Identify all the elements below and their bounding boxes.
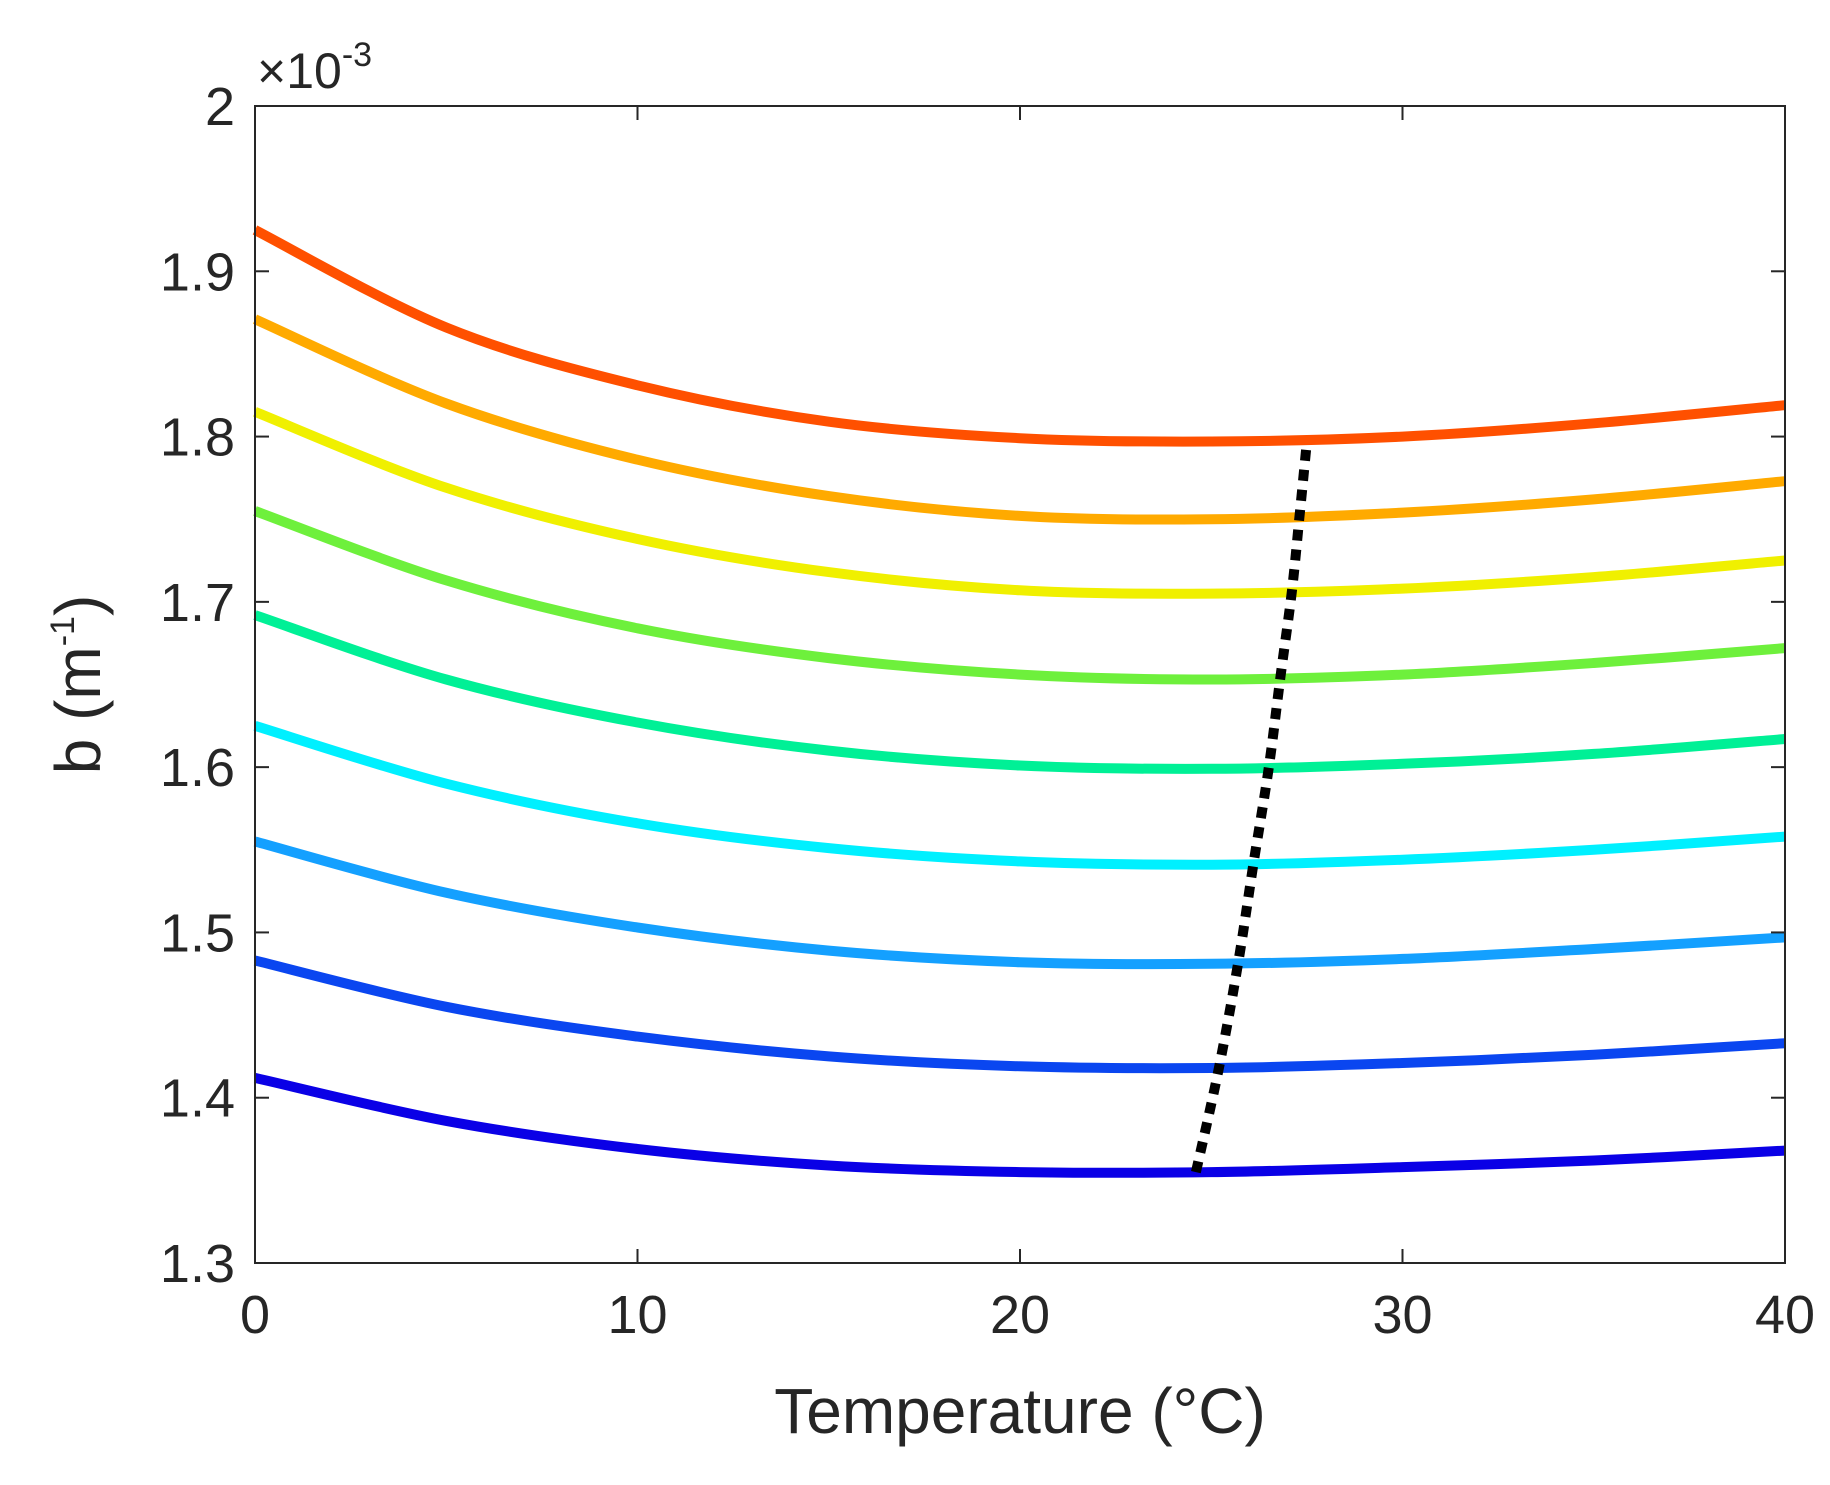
y-axis-label-base: b (m xyxy=(42,646,114,774)
series-line-curve-1 xyxy=(253,1073,1786,1178)
y-exponent-prefix: ×10 xyxy=(257,43,342,99)
series-line-curve-5 xyxy=(253,610,1786,774)
y-tick-label: 1.3 xyxy=(160,1234,235,1294)
y-axis-label: b (m-1) xyxy=(42,595,114,775)
y-exponent-label: ×10-3 xyxy=(257,36,372,99)
annotation-layer xyxy=(1191,441,1312,1174)
x-tick-label: 10 xyxy=(607,1285,667,1345)
y-tick-label: 1.9 xyxy=(160,242,235,302)
series-line-curve-4 xyxy=(253,721,1786,870)
x-tick-label: 30 xyxy=(1372,1285,1432,1345)
series-line-curve-8 xyxy=(252,314,1786,525)
series-line-curve-6 xyxy=(253,506,1786,685)
x-tick-label: 0 xyxy=(240,1285,270,1345)
tick-layer: 0 10 20 30 40 1.3 1.4 1.5 1.6 1.7 1.8 1.9 2 xyxy=(160,77,1815,1345)
x-tick-label: 40 xyxy=(1755,1285,1815,1345)
y-axis-label-close: ) xyxy=(42,595,114,616)
series-line-curve-9 xyxy=(252,225,1786,447)
series-layer xyxy=(252,225,1786,1178)
plot-frame xyxy=(254,105,1786,1264)
annotation-minimum-locus xyxy=(1191,441,1312,1174)
y-tick-label: 1.6 xyxy=(160,738,235,798)
y-exponent-power: -3 xyxy=(342,36,372,74)
series-line-curve-2 xyxy=(253,955,1786,1074)
y-tick-label: 1.7 xyxy=(160,573,235,633)
y-tick-label: 2 xyxy=(205,77,235,137)
y-tick-label: 1.5 xyxy=(160,903,235,963)
y-tick-label: 1.4 xyxy=(160,1069,235,1129)
x-tick-label: 20 xyxy=(990,1285,1050,1345)
series-line-curve-7 xyxy=(253,407,1786,599)
y-tick-label: 1.8 xyxy=(160,408,235,468)
x-axis-label: Temperature (°C) xyxy=(774,1375,1266,1447)
y-axis-label-power: -1 xyxy=(44,616,82,646)
series-line-curve-3 xyxy=(253,836,1786,970)
